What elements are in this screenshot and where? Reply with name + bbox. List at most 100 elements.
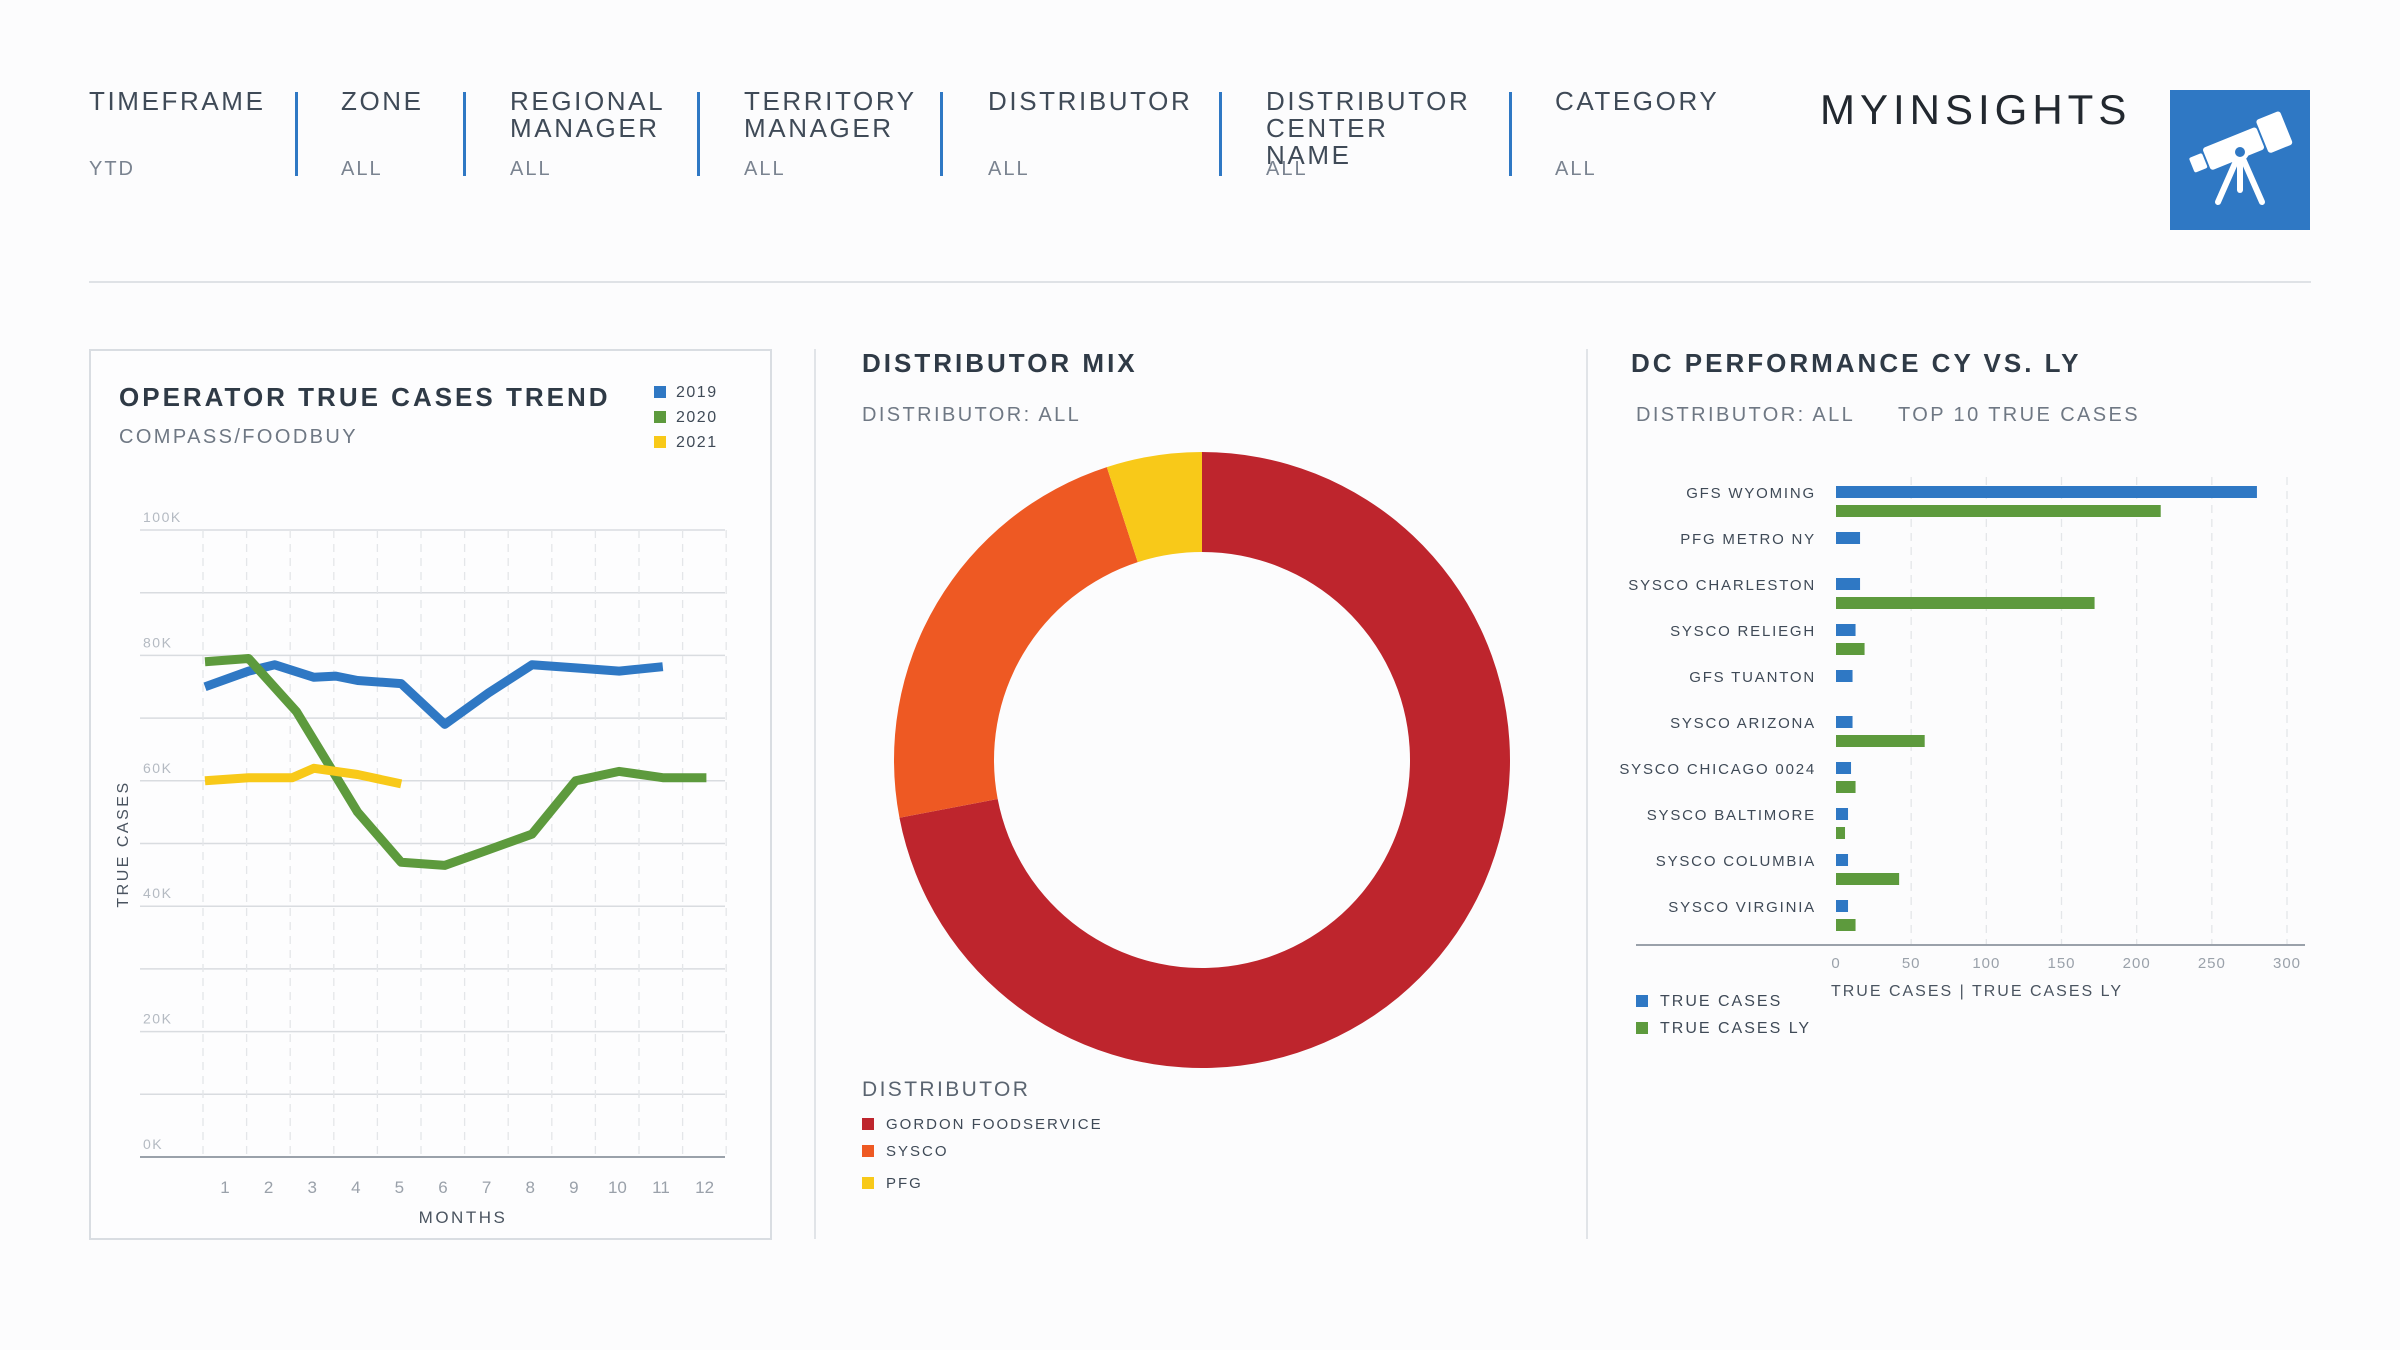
x-tick-label: 10 — [608, 1178, 627, 1197]
legend-swatch — [862, 1177, 874, 1189]
mix-legend-title: DISTRIBUTOR — [862, 1078, 1031, 1101]
legend-label: TRUE CASES — [1660, 993, 1783, 1010]
series-line-2020 — [204, 654, 707, 870]
filter-timeframe[interactable]: TIMEFRAME YTD — [89, 88, 266, 181]
legend-item-true-cases: TRUE CASES — [1636, 993, 1782, 1011]
legend-item-sysco: SYSCO — [862, 1143, 949, 1160]
series-line-2021 — [204, 763, 403, 789]
filter-value: ALL — [744, 158, 786, 180]
brand-title: MYINSIGHTS — [1820, 86, 2132, 133]
bar-true-cases-ly — [1836, 919, 1856, 931]
bar-true-cases-ly — [1836, 827, 1846, 839]
filter-zone[interactable]: ZONE ALL — [341, 86, 424, 181]
header-divider — [89, 281, 2311, 283]
x-axis-title: MONTHS — [419, 1208, 508, 1227]
bar-true-cases — [1836, 578, 1861, 590]
legend-swatch — [862, 1145, 874, 1157]
category-label: SYSCO ARIZONA — [1670, 715, 1816, 732]
bar-true-cases — [1836, 900, 1849, 912]
dc-title: DC PERFORMANCE CY VS. LY — [1631, 348, 2082, 378]
filter-value: YTD — [89, 158, 135, 180]
bar-true-cases-ly — [1836, 643, 1865, 655]
legend-item-2019: 2019 — [654, 384, 718, 402]
legend-label: GORDON FOODSERVICE — [886, 1116, 1103, 1133]
series-line-2019 — [203, 660, 664, 729]
filter-label: DISTRIBUTOR — [988, 86, 1193, 116]
y-axis-title: TRUE CASES — [115, 780, 132, 907]
dc-subtitle-distributor: DISTRIBUTOR: ALL — [1636, 404, 1856, 426]
filter-regional-manager[interactable]: REGIONAL MANAGER ALL — [510, 88, 665, 181]
legend-swatch — [654, 436, 666, 448]
filter-divider — [697, 92, 700, 176]
bar-true-cases-ly — [1836, 505, 2161, 517]
bar-true-cases — [1836, 716, 1853, 728]
donut-slice-gordon-foodservice — [899, 452, 1510, 1068]
dc-subtitle-top10: TOP 10 TRUE CASES — [1898, 404, 2140, 426]
legend-item-2020: 2020 — [654, 409, 718, 427]
x-tick-label: 200 — [2123, 955, 2151, 972]
filter-divider — [1509, 92, 1512, 176]
donut-slice-sysco — [894, 467, 1138, 818]
filter-divider — [463, 92, 466, 176]
x-tick-label: 6 — [438, 1178, 447, 1197]
legend-item-2021: 2021 — [654, 434, 718, 452]
filter-label: TERRITORY MANAGER — [744, 86, 917, 143]
legend-label: 2020 — [676, 409, 718, 426]
category-label: PFG METRO NY — [1680, 531, 1816, 548]
filter-value: ALL — [1266, 158, 1308, 180]
legend-swatch — [654, 411, 666, 423]
legend-swatch — [1636, 995, 1648, 1007]
y-tick-label: 20K — [143, 1011, 172, 1027]
category-label: SYSCO RELIEGH — [1670, 623, 1816, 640]
legend-label: 2021 — [676, 434, 718, 451]
filter-distributor-center[interactable]: DISTRIBUTOR CENTER NAME ALL — [1266, 86, 1471, 181]
x-tick-label: 50 — [1902, 955, 1921, 972]
y-tick-label: 60K — [143, 760, 172, 776]
category-label: SYSCO VIRGINIA — [1668, 899, 1816, 916]
legend-label: 2019 — [676, 384, 718, 401]
bar-true-cases-ly — [1836, 873, 1900, 885]
legend-item-pfg: PFG — [862, 1175, 923, 1192]
legend-swatch — [654, 386, 666, 398]
x-axis-title: TRUE CASES | TRUE CASES LY — [1831, 983, 2123, 1000]
category-label: SYSCO COLUMBIA — [1656, 853, 1816, 870]
filter-distributor[interactable]: DISTRIBUTOR ALL — [988, 86, 1193, 181]
legend-label: SYSCO — [886, 1143, 949, 1160]
filter-label: ZONE — [341, 86, 424, 116]
x-tick-label: 12 — [695, 1178, 714, 1197]
legend-swatch — [862, 1118, 874, 1130]
filter-label: CATEGORY — [1555, 86, 1720, 116]
filter-territory-manager[interactable]: TERRITORY MANAGER ALL — [744, 86, 917, 181]
x-tick-label: 250 — [2198, 955, 2226, 972]
filter-value: ALL — [988, 158, 1030, 180]
x-tick-label: 300 — [2273, 955, 2301, 972]
mix-subtitle: DISTRIBUTOR: ALL — [862, 404, 1082, 426]
x-tick-label: 11 — [652, 1178, 670, 1197]
x-tick-label: 5 — [395, 1178, 404, 1197]
x-tick-label: 100 — [1972, 955, 2000, 972]
bar-true-cases — [1836, 532, 1861, 544]
y-tick-label: 0K — [143, 1136, 163, 1152]
filter-divider — [940, 92, 943, 176]
bar-true-cases — [1836, 670, 1853, 682]
filter-divider — [295, 92, 298, 176]
y-tick-label: 100K — [143, 509, 182, 525]
telescope-icon — [2170, 90, 2310, 230]
category-label: SYSCO BALTIMORE — [1647, 807, 1816, 824]
x-tick-label: 2 — [264, 1178, 273, 1197]
y-tick-label: 80K — [143, 634, 172, 650]
bar-true-cases-ly — [1836, 735, 1925, 747]
filter-category[interactable]: CATEGORY ALL — [1555, 86, 1720, 181]
bar-true-cases — [1836, 624, 1856, 636]
mix-title: DISTRIBUTOR MIX — [862, 348, 1138, 378]
bar-true-cases — [1836, 762, 1852, 774]
category-label: GFS WYOMING — [1686, 485, 1816, 502]
category-label: SYSCO CHARLESTON — [1628, 577, 1816, 594]
filter-divider — [1219, 92, 1222, 176]
legend-label: PFG — [886, 1175, 923, 1192]
x-tick-label: 3 — [307, 1178, 316, 1197]
x-tick-label: 9 — [569, 1178, 578, 1197]
filter-label: DISTRIBUTOR CENTER NAME — [1266, 86, 1471, 170]
filter-value: ALL — [1555, 158, 1597, 180]
